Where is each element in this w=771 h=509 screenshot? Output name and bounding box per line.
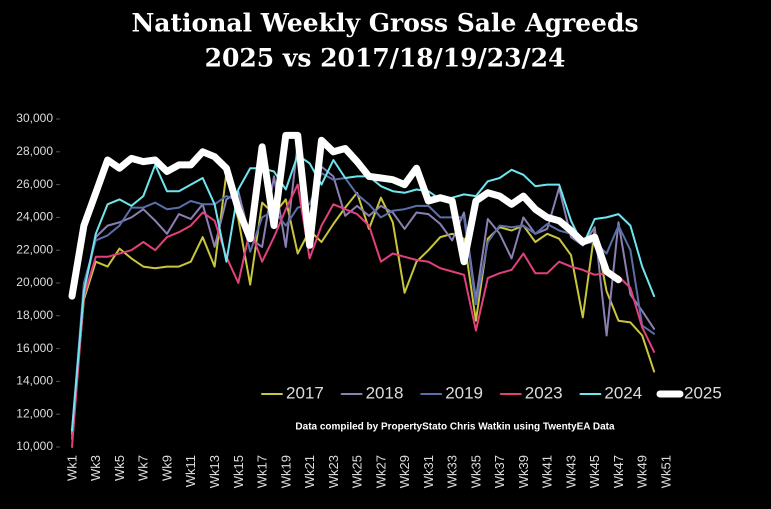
x-tick-label: Wk23 (326, 455, 341, 488)
x-tick-label: Wk51 (658, 455, 673, 488)
chart-title: National Weekly Gross Sale Agreeds (131, 9, 638, 38)
y-tick-label: 28,000 (16, 144, 53, 158)
x-tick-label: Wk29 (397, 455, 412, 488)
legend-label: 2023 (525, 383, 563, 402)
y-tick-label: 10,000 (16, 439, 53, 453)
chart-subtitle: 2025 vs 2017/18/19/23/24 (205, 44, 566, 73)
x-tick-label: Wk43 (563, 455, 578, 488)
x-tick-label: Wk31 (421, 455, 436, 488)
x-tick-label: Wk35 (468, 455, 483, 488)
series-line (71, 154, 656, 432)
y-tick-label: 26,000 (16, 177, 53, 191)
x-tick-label: Wk41 (540, 455, 555, 488)
series-line (68, 131, 622, 300)
y-tick-label: 12,000 (16, 406, 53, 420)
x-tick-label: Wk25 (350, 455, 365, 488)
y-tick-label: 24,000 (16, 210, 53, 224)
x-tick-label: Wk17 (255, 455, 270, 488)
x-tick-label: Wk21 (302, 455, 317, 488)
y-tick-label: 20,000 (16, 275, 53, 289)
x-tick-label: Wk45 (587, 455, 602, 488)
x-tick-label: Wk15 (231, 455, 246, 488)
legend-label: 2017 (286, 383, 324, 402)
series-line (71, 183, 656, 448)
x-tick-label: Wk9 (159, 455, 174, 481)
x-tick-label: Wk27 (373, 455, 388, 488)
x-tick-label: Wk37 (492, 455, 507, 488)
x-tick-label: Wk39 (516, 455, 531, 488)
series-line (71, 142, 656, 440)
x-tick-label: Wk5 (112, 455, 127, 481)
y-tick-label: 18,000 (16, 308, 53, 322)
y-tick-label: 22,000 (16, 242, 53, 256)
annotation: Data compiled by PropertyStato Chris Wat… (295, 422, 615, 433)
y-tick-label: 14,000 (16, 374, 53, 388)
legend-label: 2024 (604, 383, 642, 402)
series-line (71, 172, 656, 432)
legend-label: 2019 (445, 383, 483, 402)
x-tick-label: Wk33 (445, 455, 460, 488)
x-tick-label: Wk13 (207, 455, 222, 488)
x-tick-label: Wk1 (64, 455, 79, 481)
x-tick-label: Wk19 (278, 455, 293, 488)
x-tick-label: Wk3 (88, 455, 103, 481)
x-tick-label: Wk47 (611, 455, 626, 488)
y-tick-label: 30,000 (16, 111, 53, 125)
x-tick-label: Wk11 (183, 455, 198, 487)
x-tick-label: Wk49 (635, 455, 650, 488)
legend-label: 2025 (684, 383, 722, 402)
x-tick-label: Wk7 (136, 455, 151, 481)
y-tick-label: 16,000 (16, 341, 53, 355)
legend-label: 2018 (366, 383, 404, 402)
